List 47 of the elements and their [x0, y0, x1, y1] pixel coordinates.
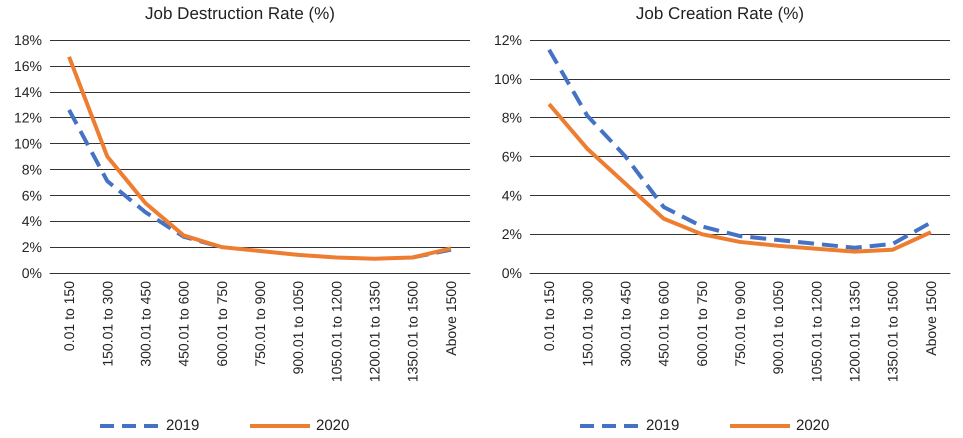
x-tick-label: 1050.01 to 1200: [328, 280, 344, 382]
x-tick-label: 1200.01 to 1350: [846, 280, 863, 382]
y-tick-label: 14%: [14, 84, 42, 100]
y-tick-label: 4%: [22, 213, 42, 230]
x-tick-label: 900.01 to 1050: [770, 280, 786, 374]
y-tick-label: 10%: [494, 70, 522, 87]
x-tick-label: 750.01 to 900: [732, 280, 748, 367]
y-tick-label: 18%: [14, 32, 42, 48]
y-tick-label: 0%: [502, 265, 522, 281]
legend-label: 2019: [646, 417, 680, 434]
y-tick-label: 6%: [22, 187, 42, 204]
x-tick-label: 0.01 to 150: [61, 280, 78, 352]
line-series: [547, 102, 933, 254]
x-tick-label: 1200.01 to 1350: [366, 280, 383, 382]
y-tick-label: 8%: [22, 161, 42, 178]
x-tick-label: 1350.01 to 1500: [884, 280, 901, 382]
x-tick-label: 150.01 to 300: [99, 280, 116, 367]
y-tick-label: 4%: [502, 187, 522, 204]
x-tick-label: 1350.01 to 1500: [404, 280, 421, 382]
y-tick-label: 12%: [14, 110, 42, 126]
x-tick-label: 150.01 to 300: [579, 280, 596, 367]
x-tick-label: 450.01 to 600: [656, 280, 672, 367]
y-tick-label: 10%: [14, 136, 42, 152]
x-tick-label: 450.01 to 600: [176, 280, 192, 367]
legend-label: 2019: [166, 417, 200, 434]
x-tick-label: 300.01 to 450: [137, 280, 154, 367]
x-tick-label: 600.01 to 750: [694, 280, 710, 367]
y-tick-label: 12%: [494, 32, 522, 48]
x-tick-label: 900.01 to 1050: [290, 280, 306, 374]
legend-label: 2020: [316, 417, 350, 434]
y-tick-label: 2%: [22, 239, 42, 256]
y-tick-label: 8%: [502, 110, 522, 126]
chart-title: Job Creation Rate (%): [636, 4, 804, 23]
x-tick-label: 600.01 to 750: [214, 280, 230, 367]
x-tick-label: Above 1500: [922, 280, 939, 356]
line-series: [67, 54, 453, 261]
y-tick-label: 0%: [22, 265, 42, 281]
x-tick-label: 750.01 to 900: [252, 280, 268, 367]
chart-title: Job Destruction Rate (%): [145, 4, 335, 23]
x-tick-label: Above 1500: [442, 280, 459, 356]
x-tick-label: 300.01 to 450: [617, 280, 634, 367]
y-tick-label: 16%: [14, 58, 42, 74]
x-tick-label: 0.01 to 150: [541, 280, 558, 352]
legend-label: 2020: [796, 417, 830, 434]
x-tick-label: 1050.01 to 1200: [808, 280, 824, 382]
y-tick-label: 6%: [502, 148, 522, 164]
y-tick-label: 2%: [502, 226, 522, 242]
